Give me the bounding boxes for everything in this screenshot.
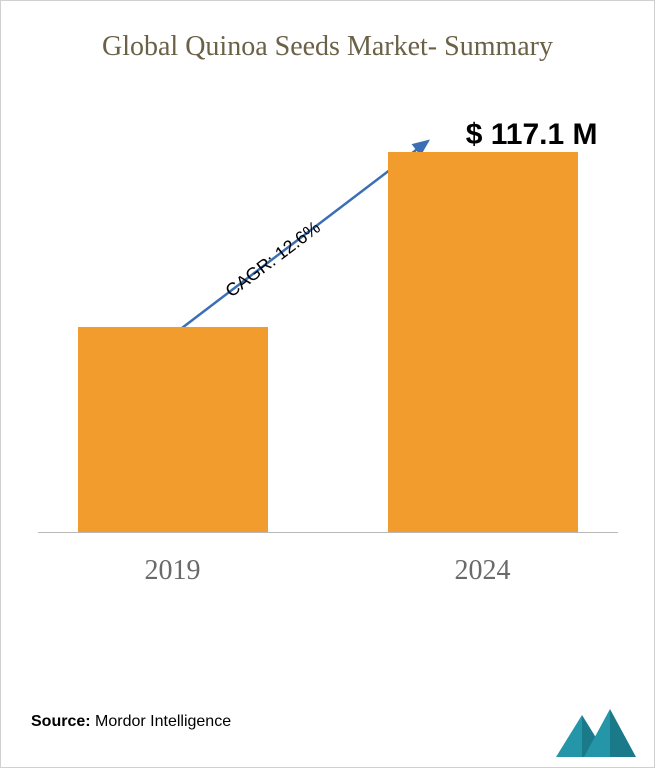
bar-2024 [388,152,578,532]
source-attribution: Source: Mordor Intelligence [31,713,231,731]
cagr-label: CAGR: 12.6% [221,217,324,302]
chart-title: Global Quinoa Seeds Market- Summary [1,1,654,73]
x-label-2024: 2024 [388,555,578,587]
value-label-2024: $ 117.1 M [466,118,598,152]
chart-area: $ 117.1 M CAGR: 12.6% 2019 2024 [38,93,618,593]
source-label: Source: [31,713,91,730]
bars-container: $ 117.1 M CAGR: 12.6% [38,113,618,533]
mordor-logo [556,707,634,757]
x-label-2019: 2019 [78,555,268,587]
bar-2019 [78,327,268,532]
x-axis-labels: 2019 2024 [38,543,618,593]
source-name: Mordor Intelligence [95,713,231,730]
